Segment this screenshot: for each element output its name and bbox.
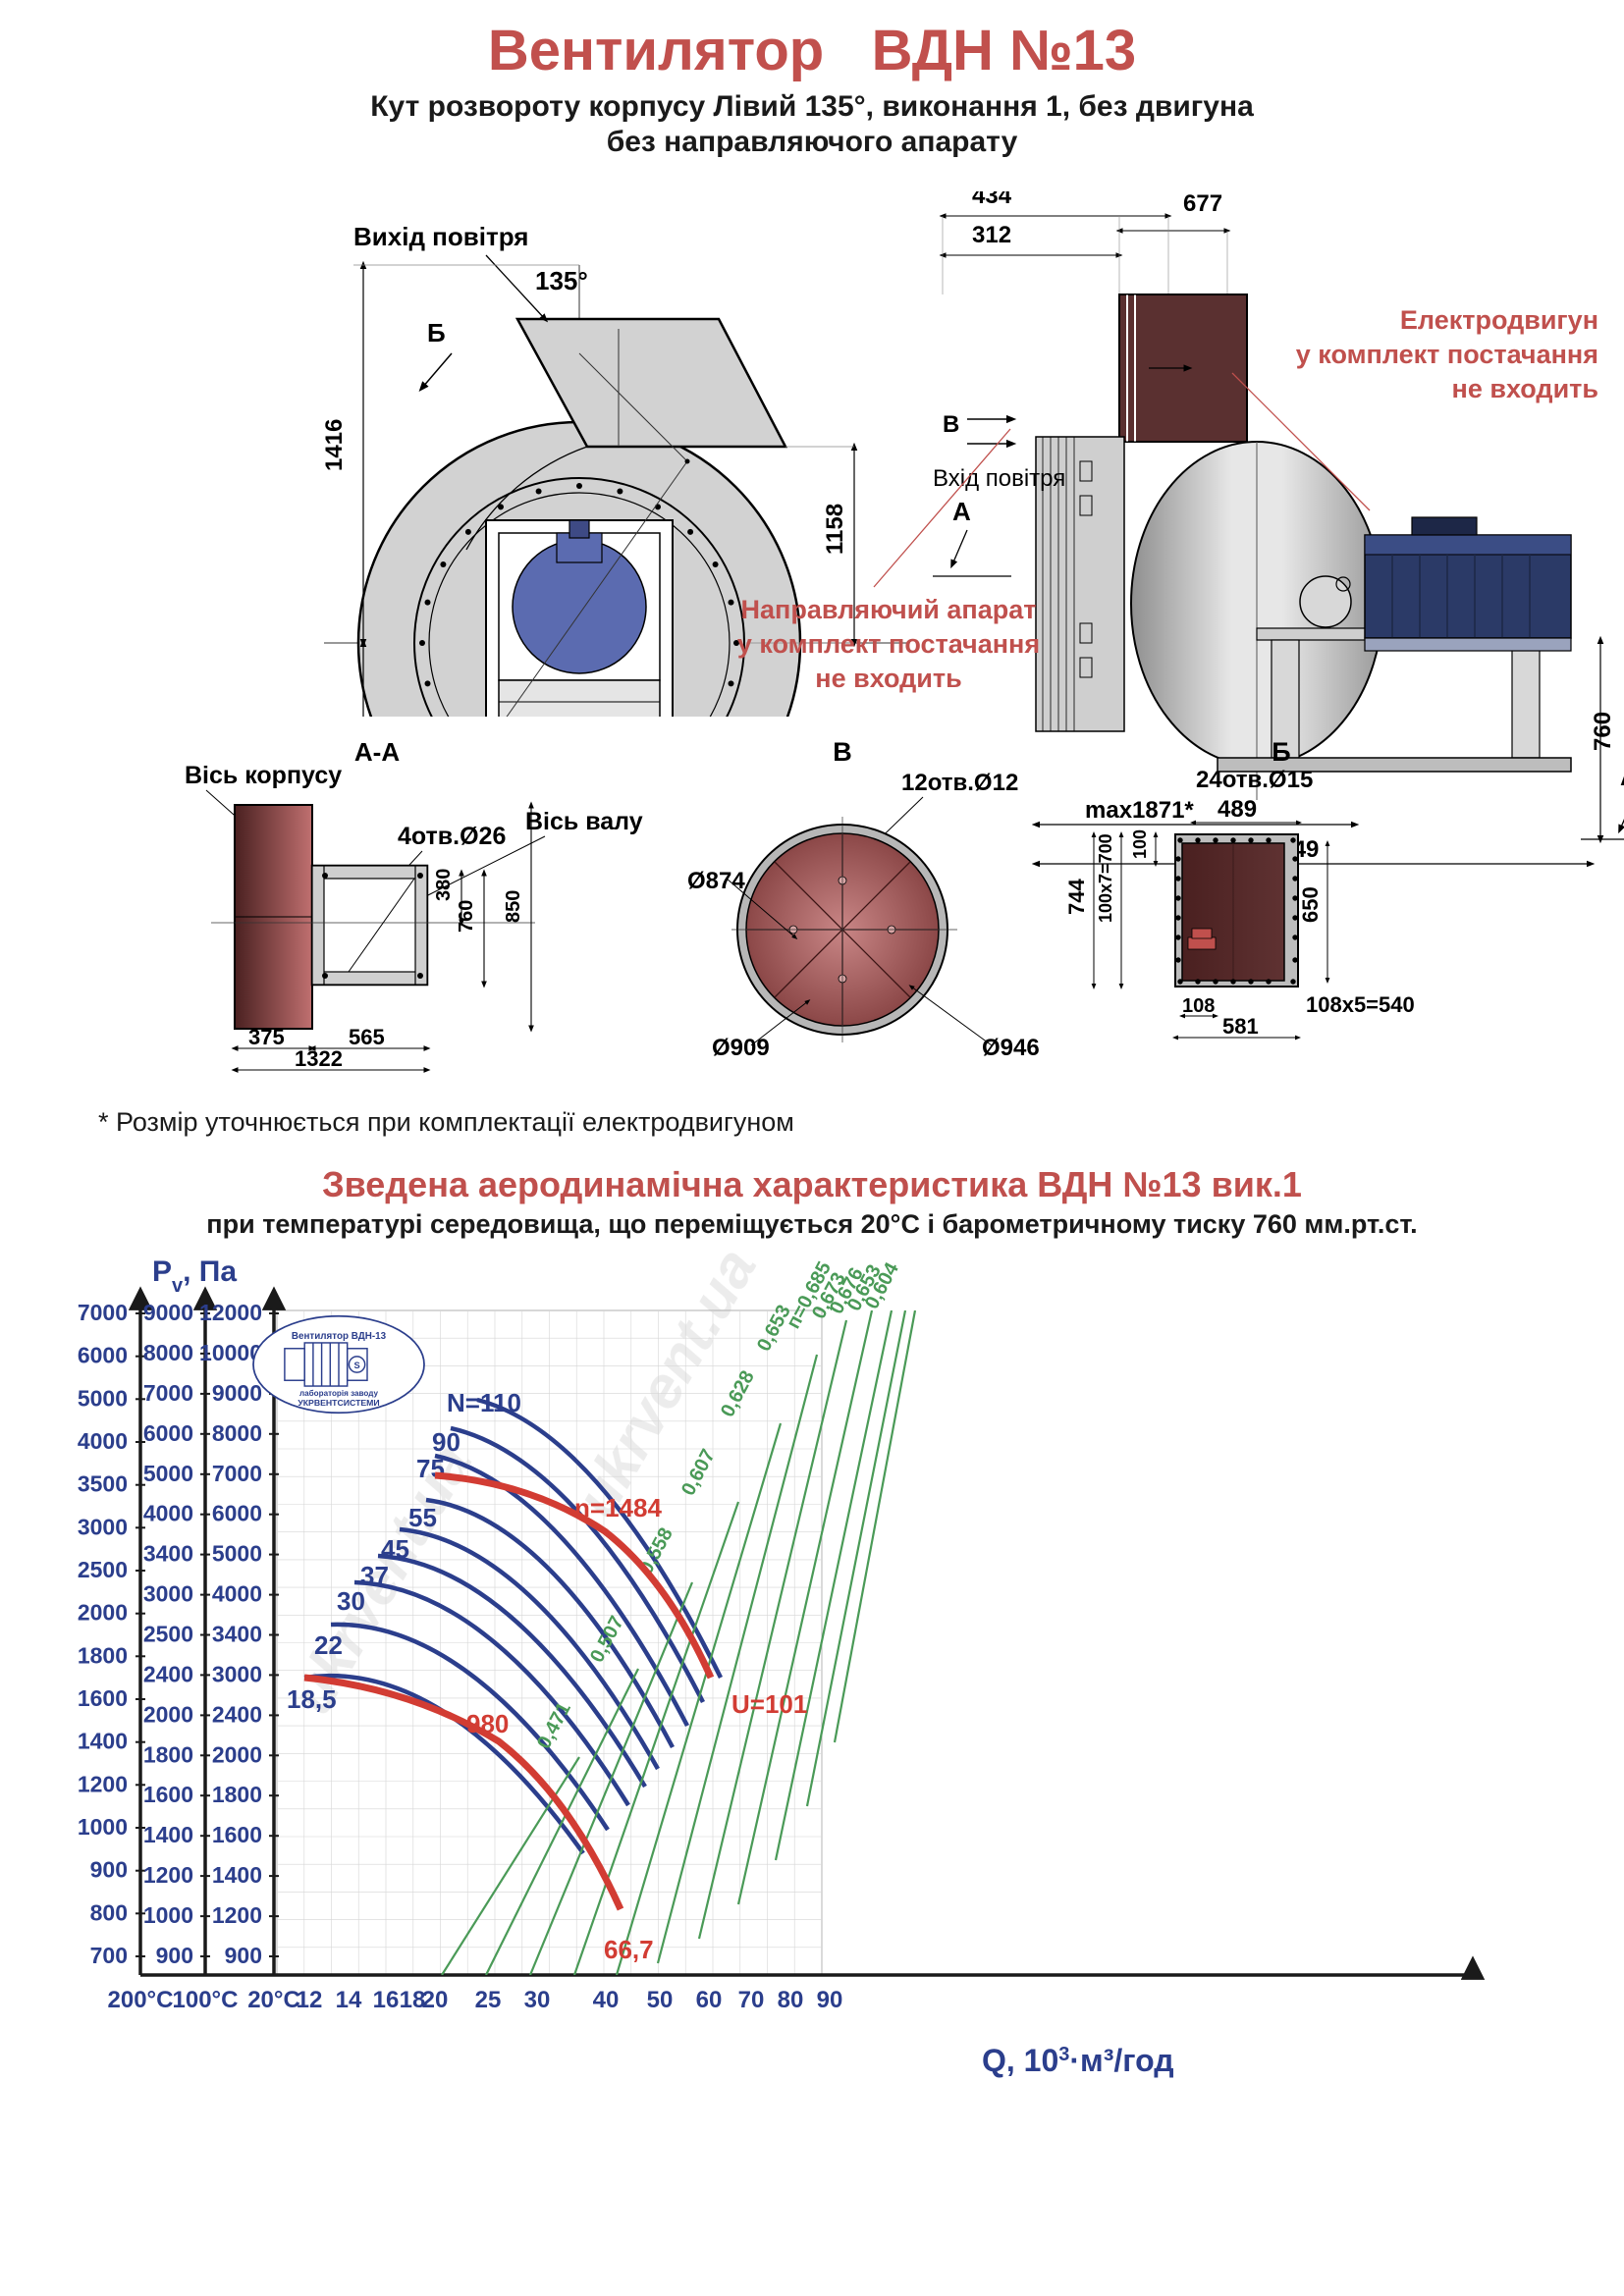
svg-text:4000: 4000 <box>143 1501 193 1526</box>
svg-text:1000: 1000 <box>78 1814 128 1840</box>
svg-text:108: 108 <box>1182 995 1215 1017</box>
svg-text:25: 25 <box>475 1987 502 2013</box>
svg-text:3000: 3000 <box>78 1514 128 1539</box>
svg-text:1200: 1200 <box>212 1902 262 1928</box>
svg-text:1400: 1400 <box>78 1729 128 1754</box>
svg-text:2000: 2000 <box>212 1741 262 1767</box>
svg-text:1800: 1800 <box>143 1741 193 1767</box>
svg-text:700: 700 <box>90 1943 128 1968</box>
svg-text:90: 90 <box>432 1427 460 1457</box>
svg-text:N=110: N=110 <box>447 1388 521 1417</box>
svg-text:Б: Б <box>1272 737 1290 767</box>
svg-text:1400: 1400 <box>143 1822 193 1847</box>
svg-text:980: 980 <box>466 1709 509 1738</box>
svg-text:40: 40 <box>593 1987 620 2013</box>
svg-text:1200: 1200 <box>143 1862 193 1888</box>
svg-text:3500: 3500 <box>78 1471 128 1497</box>
svg-text:5000: 5000 <box>143 1461 193 1486</box>
svg-text:14: 14 <box>336 1987 362 2013</box>
svg-text:900: 900 <box>90 1857 128 1883</box>
svg-text:37: 37 <box>360 1561 389 1590</box>
svg-text:16: 16 <box>373 1987 400 2013</box>
svg-text:1200: 1200 <box>78 1771 128 1796</box>
svg-text:24отв.Ø15: 24отв.Ø15 <box>1196 767 1313 793</box>
svg-text:9000: 9000 <box>212 1380 262 1406</box>
svg-text:2000: 2000 <box>143 1701 193 1727</box>
svg-text:70: 70 <box>738 1987 765 2013</box>
svg-text:800: 800 <box>90 1899 128 1925</box>
svg-text:8000: 8000 <box>143 1340 193 1365</box>
svg-text:30: 30 <box>337 1586 365 1616</box>
svg-text:1800: 1800 <box>78 1642 128 1668</box>
svg-text:2400: 2400 <box>143 1661 193 1686</box>
svg-text:6000: 6000 <box>212 1501 262 1526</box>
svg-text:200°C: 200°C <box>108 1987 174 2013</box>
svg-text:3000: 3000 <box>143 1581 193 1607</box>
svg-text:20: 20 <box>422 1987 449 2013</box>
svg-text:90: 90 <box>817 1987 843 2013</box>
svg-text:1800: 1800 <box>212 1782 262 1807</box>
svg-text:60: 60 <box>696 1987 723 2013</box>
svg-text:Вентилятор ВДН-13: Вентилятор ВДН-13 <box>292 1331 387 1342</box>
svg-text:581: 581 <box>1222 1014 1259 1039</box>
svg-text:6000: 6000 <box>143 1420 193 1446</box>
svg-text:3000: 3000 <box>212 1661 262 1686</box>
svg-text:12: 12 <box>297 1987 323 2013</box>
svg-text:2000: 2000 <box>78 1600 128 1626</box>
svg-text:4000: 4000 <box>78 1428 128 1454</box>
svg-text:45: 45 <box>381 1534 409 1564</box>
svg-text:2500: 2500 <box>78 1557 128 1582</box>
svg-text:650: 650 <box>1298 886 1323 923</box>
svg-text:7000: 7000 <box>212 1461 262 1486</box>
svg-text:лабораторія заводу: лабораторія заводу <box>299 1389 379 1398</box>
svg-text:900: 900 <box>156 1943 193 1968</box>
svg-text:1600: 1600 <box>143 1782 193 1807</box>
svg-text:Q, 103·м³/год: Q, 103·м³/год <box>982 2043 1174 2078</box>
svg-text:100x7=700: 100x7=700 <box>1096 833 1115 923</box>
svg-text:900: 900 <box>225 1943 262 1968</box>
svg-text:55: 55 <box>408 1503 437 1532</box>
svg-text:7000: 7000 <box>143 1380 193 1406</box>
svg-text:30: 30 <box>524 1987 551 2013</box>
svg-text:U=101: U=101 <box>731 1689 807 1719</box>
svg-text:1600: 1600 <box>212 1822 262 1847</box>
svg-text:УКРВЕНТСИСТЕМИ: УКРВЕНТСИСТЕМИ <box>298 1398 379 1408</box>
svg-text:2400: 2400 <box>212 1701 262 1727</box>
svg-text:4000: 4000 <box>212 1581 262 1607</box>
svg-text:100: 100 <box>1130 829 1150 859</box>
svg-text:20°C: 20°C <box>247 1987 300 2013</box>
svg-text:2500: 2500 <box>143 1622 193 1647</box>
svg-text:7000: 7000 <box>78 1300 128 1325</box>
svg-text:108х5=540: 108х5=540 <box>1306 992 1415 1017</box>
svg-text:18,5: 18,5 <box>287 1684 337 1714</box>
svg-text:3400: 3400 <box>143 1541 193 1567</box>
svg-text:1000: 1000 <box>143 1902 193 1928</box>
svg-text:80: 80 <box>778 1987 804 2013</box>
svg-text:5000: 5000 <box>78 1385 128 1411</box>
svg-text:66,7: 66,7 <box>604 1935 654 1964</box>
svg-text:22: 22 <box>314 1630 343 1660</box>
svg-text:6000: 6000 <box>78 1343 128 1368</box>
svg-text:489: 489 <box>1218 796 1257 823</box>
svg-text:Pv, Па: Pv, Па <box>152 1255 237 1297</box>
svg-text:8000: 8000 <box>212 1420 262 1446</box>
svg-text:n=1484: n=1484 <box>574 1493 662 1522</box>
svg-text:1400: 1400 <box>212 1862 262 1888</box>
svg-text:744: 744 <box>1064 879 1089 915</box>
svg-text:12000: 12000 <box>199 1300 262 1325</box>
svg-text:5000: 5000 <box>212 1541 262 1567</box>
svg-text:50: 50 <box>647 1987 674 2013</box>
svg-text:3400: 3400 <box>212 1622 262 1647</box>
svg-text:100°C: 100°C <box>173 1987 239 2013</box>
svg-text:1600: 1600 <box>78 1685 128 1711</box>
svg-text:S: S <box>353 1361 359 1370</box>
svg-text:9000: 9000 <box>143 1300 193 1325</box>
